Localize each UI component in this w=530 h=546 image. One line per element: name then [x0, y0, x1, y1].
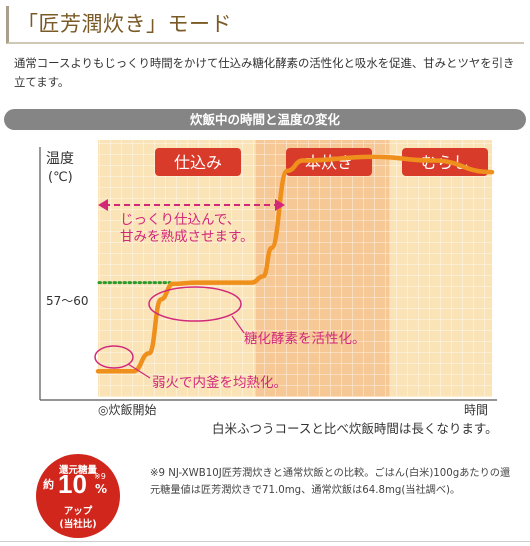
enzyme-ellipse: [148, 286, 242, 322]
phase-tag-label-0: 仕込み: [174, 153, 222, 172]
annotation-soak-1: じっくり仕込んで、: [120, 212, 240, 228]
phase-tag-0: [155, 148, 241, 176]
phase-tag-1: [286, 148, 372, 176]
heat-leader: [127, 363, 151, 379]
chart-caption: 白米ふつうコースと比べ炊飯時間は長くなります。: [212, 421, 498, 436]
enzyme-leader: [231, 315, 245, 334]
arrow-head-left: [98, 199, 108, 211]
y-axis-unit: (℃): [48, 170, 73, 185]
badge-prefix: 約: [43, 478, 54, 491]
badge-line1: 還元糖量: [58, 465, 97, 476]
grid-overlay: [98, 140, 492, 397]
lead-text: 通常コースよりもじっくり時間をかけて仕込み糖化酵素の活性化と吸水を促進、甘みとツ…: [14, 56, 515, 89]
x-axis-label: 時間: [464, 403, 488, 417]
bottom-divider: [0, 541, 530, 542]
section-band: 炊飯中の時間と温度の変化: [4, 109, 526, 130]
title-bar: 「匠芳潤炊き」モード: [6, 6, 524, 44]
y-marker-label: 57〜60: [46, 294, 89, 308]
badge-note: ※9: [94, 472, 106, 481]
x-start-label: ◎炊飯開始: [98, 402, 156, 417]
page-title: 「匠芳潤炊き」モード: [17, 12, 232, 36]
badge-line4: アップ: [63, 506, 93, 517]
annotation-soak-2: 甘みを熟成させます。: [120, 229, 254, 245]
annotation-enzyme: 糖化酵素を活性化。: [244, 331, 366, 347]
arrow-head-right: [275, 199, 285, 211]
y-axis-label: 温度: [46, 151, 74, 167]
badge-unit: %: [95, 482, 108, 496]
footnote: ※9 NJ-XWB10J匠芳潤炊きと通常炊飯との比較。ごはん(白米)100gあた…: [150, 468, 511, 496]
badge-value: 10: [58, 469, 87, 499]
annotation-heat: 弱火で内釜を均熱化。: [152, 375, 287, 391]
reducing-sugar-badge: 還元糖量 約 10 ※9 % アップ (当社比): [36, 454, 120, 538]
badge-line5: (当社比): [59, 519, 97, 530]
heat-ellipse: [94, 345, 134, 369]
temperature-curve: [95, 154, 495, 374]
